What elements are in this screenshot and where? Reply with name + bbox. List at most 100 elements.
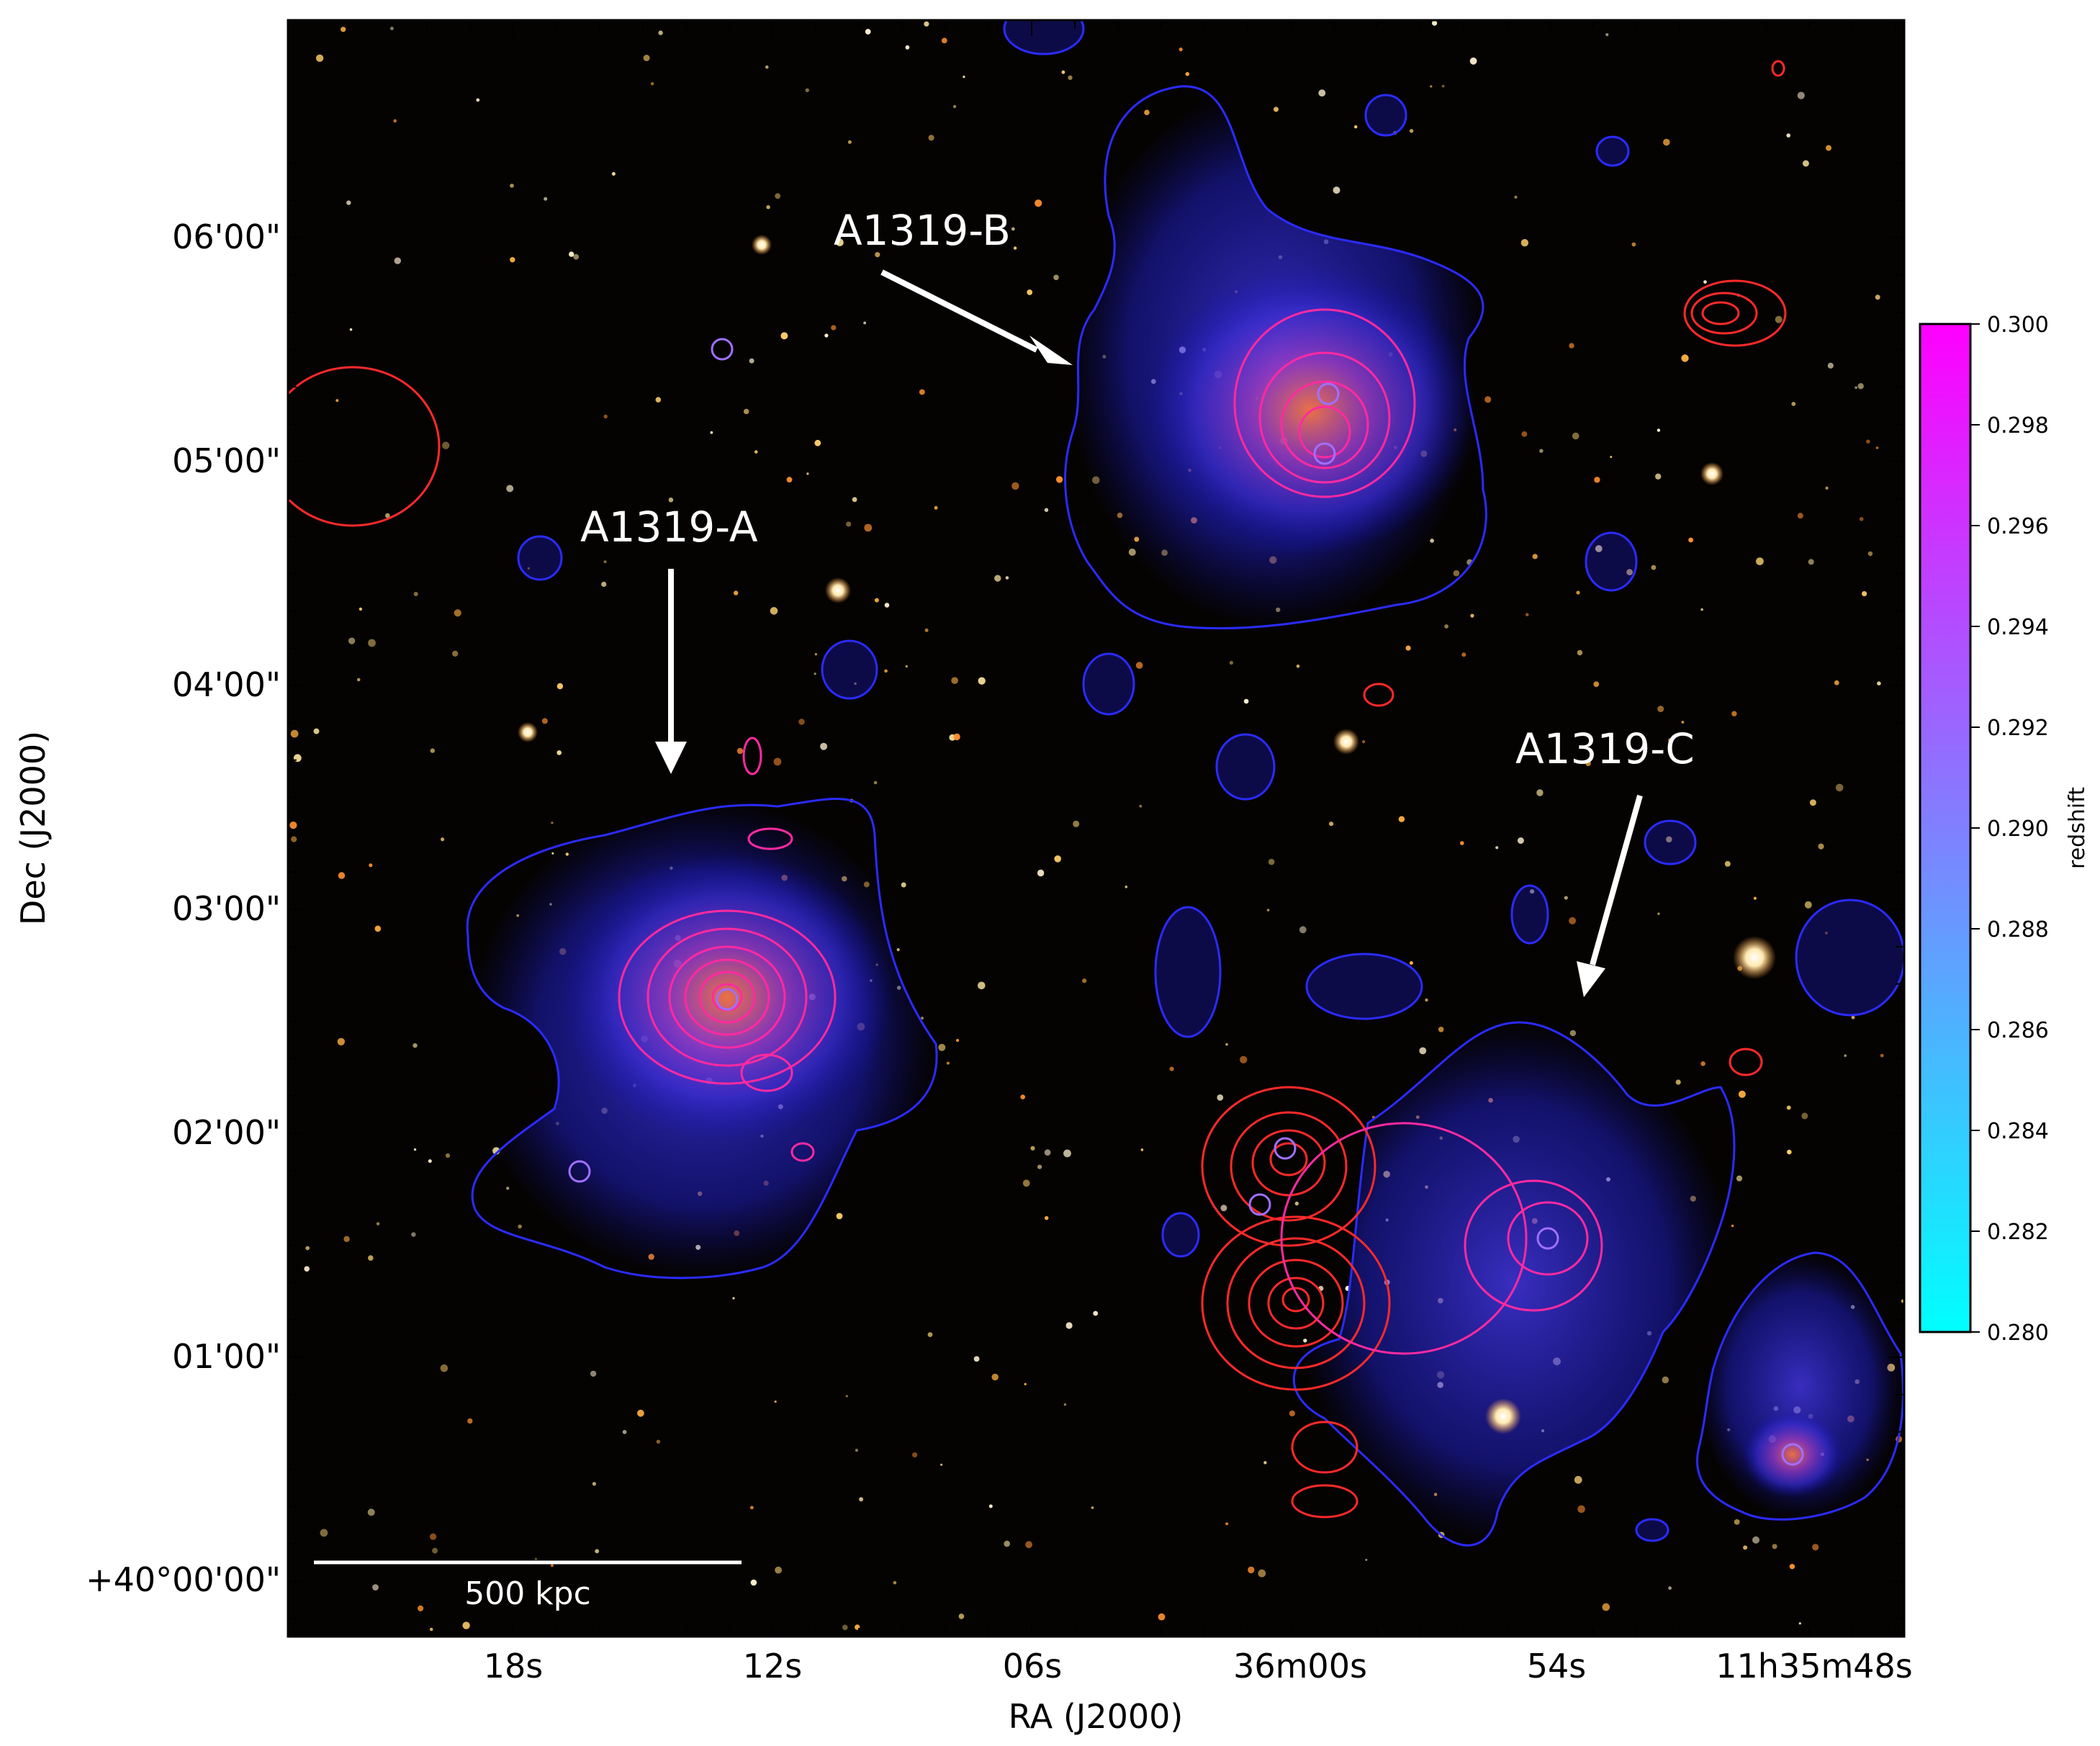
galaxy-dot [820,742,828,750]
small-blue-contour [1003,20,1085,55]
galaxy-dot [1495,846,1499,850]
galaxy-dot [924,628,929,632]
galaxy-dot [780,332,788,340]
galaxy-dot [1438,1027,1444,1032]
galaxy-dot [1809,799,1816,806]
cluster-a-core-glow [562,853,893,1141]
galaxy-dot [418,1605,424,1611]
galaxy-dot [428,1159,432,1164]
galaxy-dot [445,1153,451,1158]
galaxy-dot [1093,1310,1099,1316]
colorbar-tick-label: 0.298 [1987,413,2049,438]
galaxy-dot [1268,858,1275,865]
galaxy-dot [1011,227,1015,231]
galaxy-dot [1605,33,1609,37]
galaxy-dot [1055,476,1063,483]
galaxy-dot [766,205,770,210]
x-tick-label: 18s [484,1647,544,1686]
y-tick-label: 01'00" [172,1337,281,1376]
galaxy-dot [1460,841,1464,845]
galaxy-dot [1756,557,1764,565]
galaxy-dot [941,37,947,44]
galaxy-dot [1258,1569,1266,1578]
galaxy-dot [374,925,382,932]
galaxy-dot [1569,917,1577,924]
galaxy-dot [750,1579,757,1586]
plot-frame [287,19,1906,1638]
cluster-c-xray-contours [1280,1122,1603,1355]
member-galaxy-markers [568,338,1804,1466]
galaxy-dot [806,472,809,475]
galaxy-dot [1220,1205,1227,1212]
galaxy-dot [1243,698,1249,704]
galaxy-dot [313,728,320,734]
small-blue-contour [1510,884,1549,945]
galaxy-dot [1432,20,1438,26]
galaxy-dot [1091,1506,1094,1509]
small-blue-contour [821,639,878,700]
galaxy-dot [1169,1066,1174,1071]
galaxy-dot [1703,280,1707,284]
galaxy-dot [1724,860,1731,867]
galaxy-dot [590,1370,597,1377]
galaxy-dot [1797,513,1803,519]
galaxy-dot [1419,1047,1427,1055]
galaxy-dot [814,672,816,675]
galaxy-dot [1574,1475,1582,1484]
galaxy-dot [774,1400,777,1403]
galaxy-dot [1786,133,1790,138]
galaxy-dot [1631,242,1636,247]
galaxy-dot [934,505,938,510]
galaxy-dot [978,677,986,685]
label-a1319-a: A1319-A [580,503,758,552]
galaxy-dot [928,135,934,141]
galaxy-dot [1859,517,1864,521]
galaxy-dot [611,172,616,176]
galaxy-dot [958,1614,965,1619]
galaxy-dot [595,1549,600,1554]
scale-bar-label: 500 kpc [464,1575,591,1612]
galaxy-dot [304,1266,310,1272]
galaxy-dot [1844,1054,1847,1057]
galaxy-dot [622,1430,627,1434]
galaxy-dot [1022,1179,1030,1187]
y-axis-title: Dec (J2000) [14,731,53,925]
galaxy-dot [905,665,908,668]
galaxy-dot [510,184,514,188]
cluster-b-xray-contours [1233,308,1416,498]
galaxy-dot [1743,1545,1748,1550]
galaxy-dot [1294,1201,1299,1206]
galaxy-dot [393,119,397,123]
galaxy-dot [893,1580,897,1585]
galaxy-dot [367,1508,375,1516]
label-a1319-c: A1319-C [1515,724,1695,773]
galaxy-dot [1514,195,1518,199]
galaxy-dot [551,822,554,824]
galaxy-dot [963,76,965,78]
galaxy-dot [863,321,866,325]
galaxy-dot [1532,554,1538,559]
galaxy-dot [873,780,878,785]
galaxy-dot [1804,901,1812,909]
galaxy-dot [940,1463,943,1466]
galaxy-dot [855,1449,858,1452]
y-tick-label: 03'00" [172,889,281,928]
galaxy-dot [1585,760,1591,767]
galaxy-dot [953,733,960,741]
galaxy-dot [1266,909,1270,912]
galaxy-dot [1825,486,1829,490]
galaxy-dot [305,1246,310,1251]
galaxy-dot [805,88,810,92]
galaxy-dot [1827,362,1834,369]
galaxy-dot [814,439,821,446]
galaxy-dot [462,1621,470,1629]
galaxy-dot [1675,1079,1681,1085]
galaxy-dot [1179,48,1183,52]
galaxy-dot [1786,1105,1791,1110]
galaxy-dot [573,253,580,260]
galaxy-dot [836,238,844,247]
galaxy-dot [603,414,608,419]
small-blue-contour [1082,652,1135,716]
galaxy-dot [1354,125,1358,129]
galaxy-dot [734,590,739,595]
